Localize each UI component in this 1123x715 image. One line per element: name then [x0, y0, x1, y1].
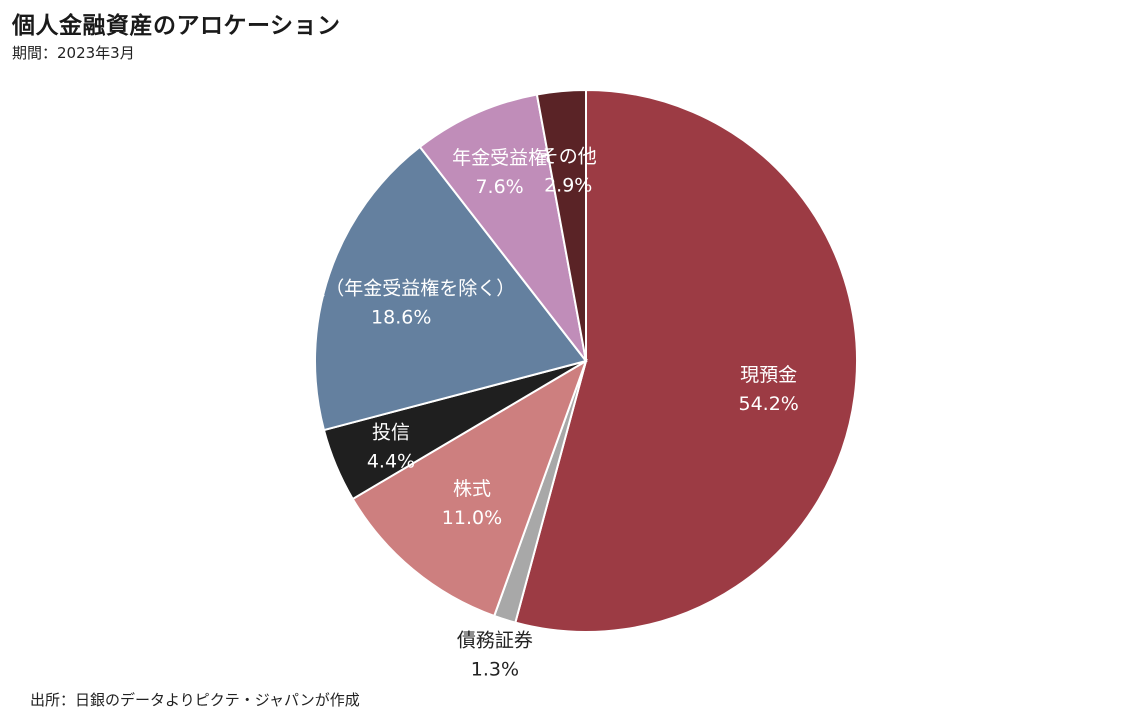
- slice-value: 11.0%: [442, 507, 502, 529]
- slice-name: 年金受益権: [452, 147, 547, 169]
- slice-value: 1.3%: [471, 659, 519, 681]
- slice-name: 株式: [453, 478, 491, 500]
- slice-label-6: 年金受益権 7.6%: [452, 147, 547, 198]
- slice-name: 保険（年金受益権を除く）: [287, 277, 515, 299]
- pie-slices: [314, 88, 858, 633]
- slice-name: 現預金: [740, 364, 797, 386]
- pie-labels: 現預金 54.2% 債務証券 1.3% 株式 11.0% 投信 4.4% 保険（年金受益権を除く…: [287, 146, 799, 681]
- slice-label-1: 現預金 54.2%: [738, 364, 798, 415]
- slice-label-2: 債務証券 1.3%: [457, 630, 533, 681]
- slice-value: 7.6%: [475, 176, 523, 198]
- slice-label-5: 保険（年金受益権を除く） 18.6%: [287, 277, 515, 328]
- slice-label-7: その他 2.9%: [540, 146, 597, 197]
- slice-name: 投信: [372, 422, 410, 444]
- source-note: 出所：日銀のデータよりピクテ・ジャパンが作成: [30, 691, 360, 709]
- slice-value: 2.9%: [544, 175, 592, 197]
- chart-subtitle: 期間：2023年3月: [12, 44, 135, 62]
- pie-slice-7: [535, 88, 587, 362]
- pie-slice-3: [351, 358, 588, 618]
- pie-slice-5: [314, 145, 588, 432]
- slice-label-4: 投信 4.4%: [367, 422, 415, 473]
- slice-name: 債務証券: [457, 630, 533, 652]
- pie-slice-6: [418, 93, 587, 362]
- slice-value: 18.6%: [371, 306, 431, 328]
- slice-name: その他: [540, 146, 597, 168]
- slice-value: 54.2%: [738, 393, 798, 415]
- slice-label-3: 株式 11.0%: [442, 478, 502, 529]
- chart-title: 個人金融資産のアロケーション: [12, 13, 341, 39]
- pie-slice-1: [514, 88, 858, 633]
- slice-value: 4.4%: [367, 451, 415, 473]
